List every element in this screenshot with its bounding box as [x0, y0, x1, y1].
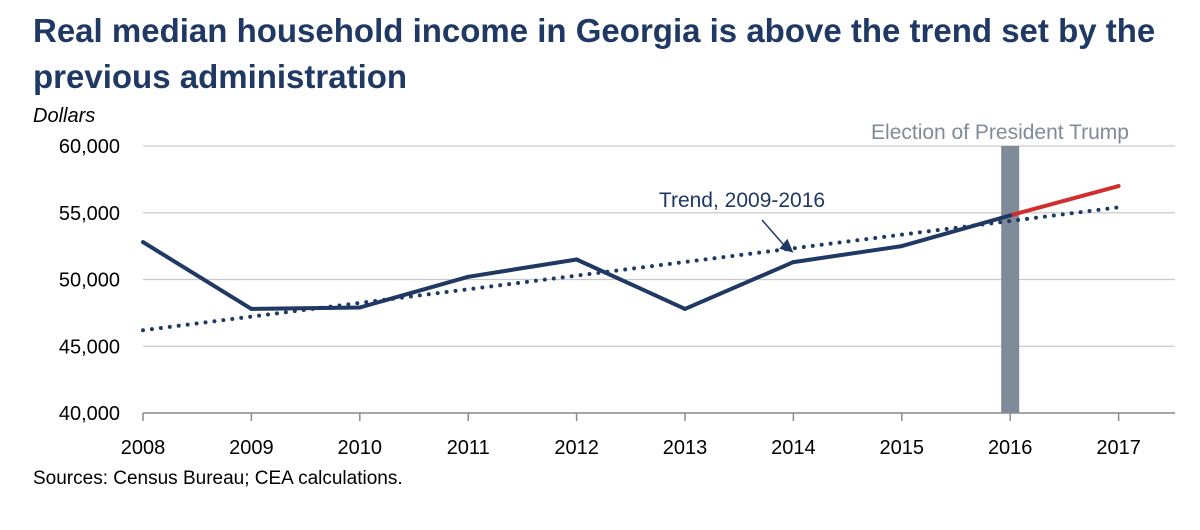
x-tick-label: 2010	[338, 437, 383, 459]
y-tick-label: 60,000	[59, 136, 120, 158]
x-tick-label: 2011	[447, 437, 490, 459]
data-point-2017	[1116, 184, 1121, 189]
chart-title: Real median household income in Georgia …	[33, 12, 1156, 95]
data-point	[249, 306, 254, 311]
data-point	[141, 240, 145, 245]
data-point	[1008, 213, 1013, 218]
data-point	[899, 244, 904, 249]
x-tick-label: 2013	[663, 437, 708, 459]
trend-arrow-line	[761, 219, 786, 248]
x-tick-label: 2017	[1096, 437, 1141, 459]
data-point	[466, 274, 471, 279]
x-tick-label: 2008	[121, 437, 166, 459]
trend-arrow-head	[779, 238, 794, 253]
x-tick-label: 2015	[880, 437, 925, 459]
data-point	[357, 305, 362, 310]
y-tick-label: 50,000	[59, 270, 120, 292]
income-line	[141, 213, 1011, 311]
data-point	[791, 260, 796, 265]
x-tick-label: 2009	[229, 437, 274, 459]
x-tick-label: 2016	[988, 437, 1033, 459]
income-line-2017	[1009, 184, 1120, 218]
source-note: Sources: Census Bureau; CEA calculations…	[33, 468, 403, 489]
election-marker-bar	[1001, 146, 1020, 413]
y-tick-label: 40,000	[59, 403, 120, 425]
data-point	[683, 306, 687, 311]
election-annotation: Election of President Trump	[871, 121, 1129, 144]
y-axis-label: Dollars	[33, 105, 95, 127]
x-tick-label: 2012	[554, 437, 599, 459]
y-tick-label: 55,000	[59, 203, 120, 225]
x-tick-label: 2014	[771, 437, 816, 459]
trend-line	[141, 205, 1121, 333]
y-tick-label: 45,000	[59, 336, 120, 358]
data-point	[574, 257, 579, 262]
trend-annotation: Trend, 2009-2016	[659, 189, 825, 212]
